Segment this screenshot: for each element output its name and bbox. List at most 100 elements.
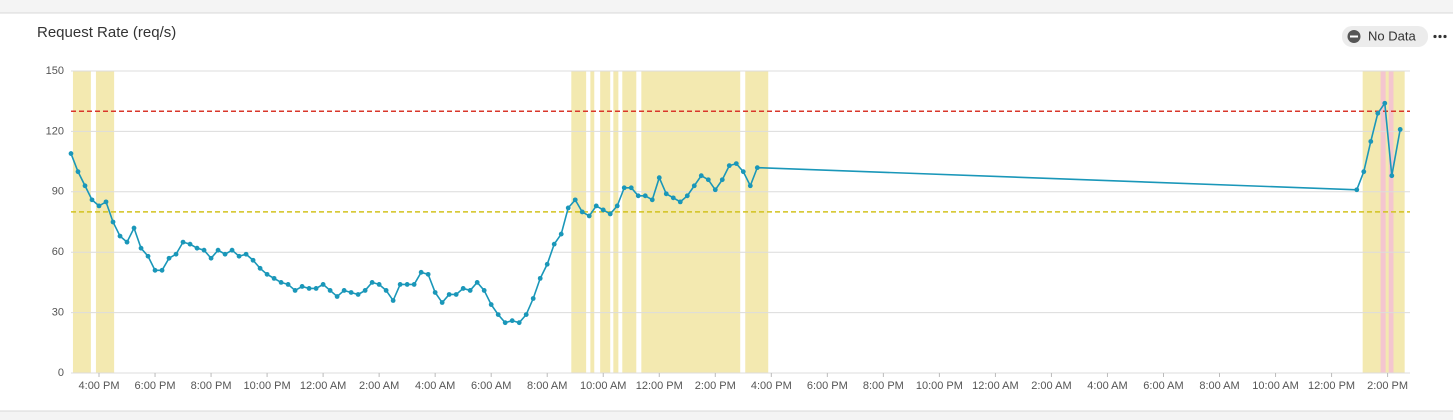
- data-point: [656, 175, 662, 181]
- data-point: [117, 233, 123, 239]
- x-tick-label: 8:00 PM: [863, 380, 904, 392]
- data-point: [712, 187, 718, 193]
- data-point: [299, 284, 305, 289]
- data-point: [509, 318, 515, 324]
- alert-band: [95, 71, 115, 373]
- data-point: [215, 247, 221, 253]
- data-point: [362, 288, 368, 293]
- data-point: [439, 300, 445, 305]
- data-point: [565, 205, 571, 211]
- data-point: [327, 288, 333, 293]
- menu-dot: [1438, 34, 1442, 39]
- x-tick-label: 8:00 AM: [1199, 380, 1239, 392]
- data-point: [369, 280, 375, 285]
- data-point: [467, 288, 473, 293]
- alert-band: [1380, 71, 1386, 373]
- data-point: [411, 282, 417, 287]
- data-point: [152, 267, 158, 273]
- data-point: [495, 312, 501, 318]
- x-tick-label: 12:00 PM: [636, 380, 683, 392]
- x-tick-label: 8:00 AM: [527, 380, 567, 392]
- data-point: [159, 267, 165, 273]
- alert-band: [590, 71, 595, 373]
- x-tick-label: 6:00 AM: [1143, 380, 1183, 392]
- x-tick-label: 10:00 PM: [916, 380, 963, 392]
- data-point: [187, 241, 193, 247]
- data-point: [348, 290, 354, 295]
- alert-band: [622, 71, 637, 373]
- alert-band: [600, 71, 611, 373]
- data-point: [453, 292, 459, 297]
- data-point: [1354, 187, 1360, 193]
- data-point: [551, 241, 557, 247]
- data-point: [635, 193, 641, 199]
- data-point: [222, 251, 228, 257]
- data-point: [621, 185, 627, 191]
- status-badge[interactable]: No Data: [1342, 26, 1428, 47]
- data-point: [306, 286, 312, 291]
- data-point: [397, 282, 403, 287]
- data-point: [89, 197, 95, 203]
- data-point: [432, 290, 438, 295]
- data-point: [103, 199, 109, 205]
- data-point: [68, 151, 74, 156]
- x-tick-label: 12:00 PM: [1308, 380, 1355, 392]
- data-point: [292, 288, 298, 293]
- data-point: [425, 271, 431, 277]
- data-point: [740, 169, 746, 175]
- data-point: [642, 193, 648, 199]
- data-point: [516, 320, 522, 326]
- data-point: [698, 173, 704, 179]
- x-tick-label: 10:00 AM: [580, 380, 626, 392]
- x-tick-label: 10:00 PM: [244, 380, 291, 392]
- data-point: [719, 177, 725, 183]
- data-point: [572, 197, 578, 203]
- data-point: [173, 251, 179, 257]
- data-point: [691, 183, 697, 189]
- data-point: [96, 203, 102, 209]
- badge-bg: [1342, 26, 1428, 47]
- chart-title: Request Rate (req/s): [37, 24, 176, 41]
- more-menu[interactable]: [1433, 34, 1447, 39]
- data-point: [600, 207, 606, 213]
- menu-dot: [1443, 34, 1447, 39]
- data-point: [530, 296, 536, 301]
- x-tick-label: 2:00 AM: [359, 380, 399, 392]
- data-point: [523, 312, 529, 318]
- x-tick-label: 4:00 AM: [1087, 380, 1127, 392]
- data-point: [733, 161, 739, 167]
- x-tick-label: 6:00 AM: [471, 380, 511, 392]
- data-point: [628, 185, 634, 191]
- data-point: [285, 282, 291, 287]
- data-point: [593, 203, 599, 209]
- x-tick-label: 2:00 PM: [695, 380, 736, 392]
- data-point: [726, 163, 732, 169]
- data-point: [383, 288, 389, 293]
- status-text: No Data: [1368, 28, 1416, 43]
- x-tick-label: 6:00 PM: [135, 380, 176, 392]
- data-point: [537, 275, 543, 281]
- data-point: [1361, 169, 1367, 175]
- data-point: [166, 255, 172, 261]
- data-point: [390, 298, 396, 303]
- data-point: [670, 195, 676, 201]
- badge-icon-bar: [1350, 35, 1358, 38]
- data-point: [474, 280, 480, 285]
- y-tick-label: 150: [46, 65, 64, 77]
- x-tick-label: 4:00 PM: [751, 380, 792, 392]
- data-point: [418, 269, 424, 275]
- data-point: [236, 253, 242, 259]
- x-tick-label: 2:00 AM: [1031, 380, 1071, 392]
- x-tick-label: 2:00 PM: [1367, 380, 1408, 392]
- data-point: [194, 245, 200, 251]
- data-point: [180, 239, 186, 245]
- data-point: [355, 292, 361, 297]
- data-point: [1375, 110, 1381, 116]
- data-point: [229, 247, 235, 253]
- data-point: [460, 286, 466, 291]
- x-tick-label: 4:00 AM: [415, 380, 455, 392]
- data-point: [82, 183, 88, 189]
- data-point: [250, 257, 256, 263]
- alert-band: [571, 71, 587, 373]
